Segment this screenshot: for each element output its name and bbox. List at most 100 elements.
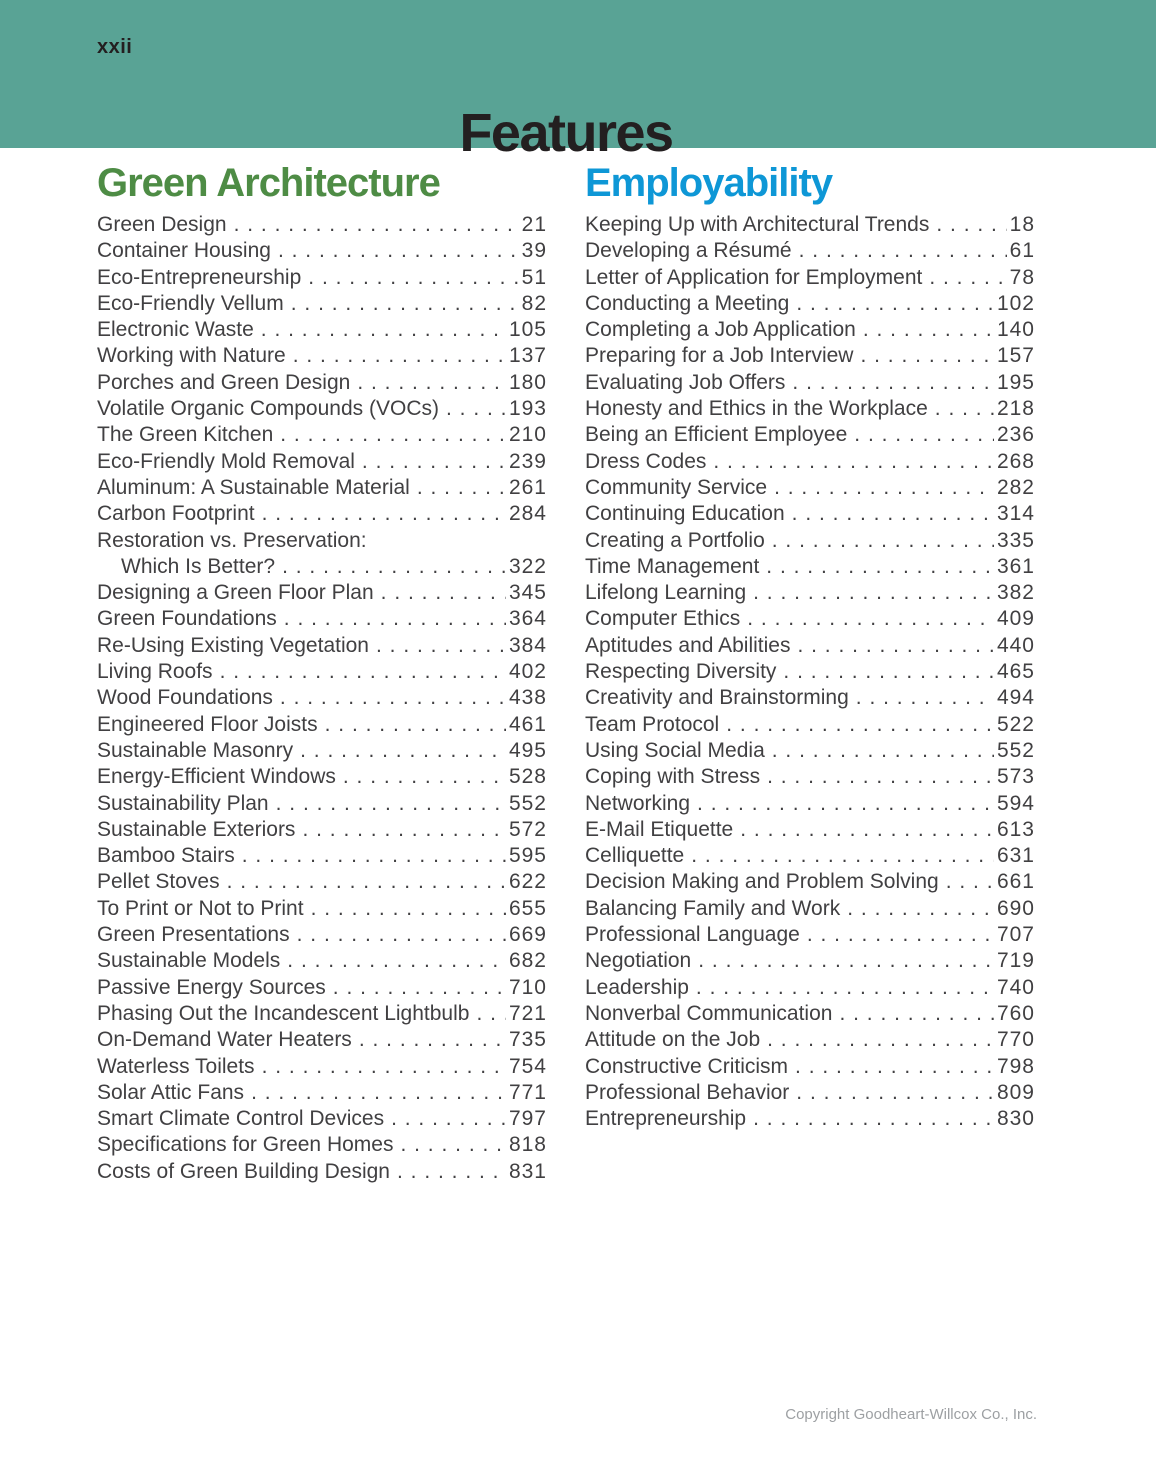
toc-entry: Professional Behavior 809 xyxy=(585,1080,1035,1106)
toc-entry-title: Sustainable Models xyxy=(97,949,281,973)
dot-leader xyxy=(397,1159,506,1185)
toc-entry-page: 522 xyxy=(996,712,1035,736)
dot-leader xyxy=(227,869,506,895)
dot-leader xyxy=(302,817,506,843)
toc-entry-page: 719 xyxy=(996,949,1035,973)
toc-entry-title: Completing a Job Application xyxy=(585,318,856,342)
dot-leader xyxy=(696,975,994,1001)
toc-entry: Constructive Criticism 798 xyxy=(585,1054,1035,1080)
toc-entry-page: 495 xyxy=(508,738,547,762)
toc-entry-title: Living Roofs xyxy=(97,660,213,684)
toc-entry-page: 105 xyxy=(508,318,547,342)
toc-entry-title: Aptitudes and Abilities xyxy=(585,633,791,657)
toc-entry-page: 831 xyxy=(508,1159,547,1183)
toc-entry: Smart Climate Control Devices 797 xyxy=(97,1106,547,1132)
toc-entry-page: 830 xyxy=(996,1107,1035,1131)
toc-entry-title: Entrepreneurship xyxy=(585,1107,747,1131)
toc-entry: Pellet Stoves 622 xyxy=(97,869,547,895)
toc-entry-title: Computer Ethics xyxy=(585,607,741,631)
toc-entry-page: 322 xyxy=(508,554,547,578)
toc-entry-title: Evaluating Job Offers xyxy=(585,370,786,394)
toc-entry-title: E-Mail Etiquette xyxy=(585,817,734,841)
toc-entry-page: 494 xyxy=(996,686,1035,710)
toc-entry-title: Sustainable Masonry xyxy=(97,738,294,762)
dot-leader xyxy=(300,738,506,764)
toc-entry-page: 669 xyxy=(508,923,547,947)
dot-leader xyxy=(220,659,506,685)
toc-entry-page: 661 xyxy=(996,870,1035,894)
toc-entry: Sustainability Plan 552 xyxy=(97,791,547,817)
toc-entry: Negotiation 719 xyxy=(585,948,1035,974)
toc-entry-title: Which Is Better? xyxy=(121,554,276,578)
toc-entry-title: Time Management xyxy=(585,554,760,578)
toc-entry: Costs of Green Building Design 831 xyxy=(97,1159,547,1185)
toc-entry: Celliquette 631 xyxy=(585,843,1035,869)
toc-entry-title: Creating a Portfolio xyxy=(585,528,765,552)
dot-leader xyxy=(311,896,506,922)
toc-entry: Computer Ethics 409 xyxy=(585,606,1035,632)
toc-entry-page: 195 xyxy=(996,370,1035,394)
toc-entry-page: 78 xyxy=(1009,265,1035,289)
toc-entry-title: Green Design xyxy=(97,213,227,236)
dot-leader xyxy=(282,554,506,580)
toc-entry-page: 798 xyxy=(996,1054,1035,1078)
toc-entry: Team Protocol 522 xyxy=(585,712,1035,738)
dot-leader xyxy=(251,1080,506,1106)
toc-entry: Container Housing 39 xyxy=(97,238,547,264)
toc-entry-title: Bamboo Stairs xyxy=(97,844,235,868)
toc-entry: Working with Nature 137 xyxy=(97,343,547,369)
dot-leader xyxy=(753,1106,994,1132)
toc-entry-page: 440 xyxy=(996,633,1035,657)
dot-leader xyxy=(476,1001,506,1027)
dot-leader xyxy=(767,1027,994,1053)
toc-entry: Waterless Toilets 754 xyxy=(97,1054,547,1080)
toc-entry-title: Aluminum: A Sustainable Material xyxy=(97,475,410,499)
toc-entry-title: Costs of Green Building Design xyxy=(97,1159,390,1183)
toc-entry: Carbon Footprint 284 xyxy=(97,501,547,527)
toc-entry: Time Management 361 xyxy=(585,554,1035,580)
dot-leader xyxy=(772,738,994,764)
toc-entry-title: Leadership xyxy=(585,975,689,999)
toc-entry-page: 721 xyxy=(508,1001,547,1025)
toc-entry-title: Re-Using Existing Vegetation xyxy=(97,633,369,657)
toc-entry-title: Balancing Family and Work xyxy=(585,896,841,920)
dot-leader xyxy=(381,580,506,606)
toc-entry-page: 193 xyxy=(508,397,547,421)
toc-entry-title: Honesty and Ethics in the Workplace xyxy=(585,397,928,421)
toc-entry-title: Volatile Organic Compounds (VOCs) xyxy=(97,397,439,421)
toc-entry-page: 572 xyxy=(508,817,547,841)
toc-entry: Using Social Media 552 xyxy=(585,738,1035,764)
dot-leader xyxy=(860,343,993,369)
toc-entry: Sustainable Masonry 495 xyxy=(97,738,547,764)
dot-leader xyxy=(691,843,994,869)
toc-entry: Community Service 282 xyxy=(585,475,1035,501)
dot-leader xyxy=(774,475,994,501)
toc-entry-page: 137 xyxy=(508,344,547,368)
toc-entry: Nonverbal Communication 760 xyxy=(585,1001,1035,1027)
toc-entry-title: Eco-Entrepreneurship xyxy=(97,265,302,289)
toc-entry: Creativity and Brainstorming 494 xyxy=(585,685,1035,711)
toc-entry: Porches and Green Design 180 xyxy=(97,370,547,396)
toc-entry-page: 710 xyxy=(508,975,547,999)
dot-leader xyxy=(795,1054,994,1080)
dot-leader xyxy=(297,922,506,948)
toc-entry: Completing a Job Application 140 xyxy=(585,317,1035,343)
dot-leader xyxy=(357,370,506,396)
dot-leader xyxy=(400,1132,505,1158)
toc-entry-title: Constructive Criticism xyxy=(585,1054,789,1078)
dot-leader xyxy=(359,1027,506,1053)
dot-leader xyxy=(797,633,993,659)
toc-entry-title: Nonverbal Communication xyxy=(585,1001,833,1025)
dot-leader xyxy=(242,843,506,869)
toc-entry-title: Eco-Friendly Mold Removal xyxy=(97,449,355,473)
toc-entry-title: Green Foundations xyxy=(97,607,277,631)
toc-entry-title: Team Protocol xyxy=(585,712,720,736)
toc-entry-page: 180 xyxy=(508,370,547,394)
dot-leader xyxy=(929,265,1006,291)
toc-entry-page: 735 xyxy=(508,1028,547,1052)
dot-leader xyxy=(276,791,506,817)
toc-entry: Networking 594 xyxy=(585,791,1035,817)
toc-entry: Continuing Education 314 xyxy=(585,501,1035,527)
toc-entry-title: Letter of Application for Employment xyxy=(585,265,923,289)
toc-entry-title: Developing a Résumé xyxy=(585,239,792,263)
